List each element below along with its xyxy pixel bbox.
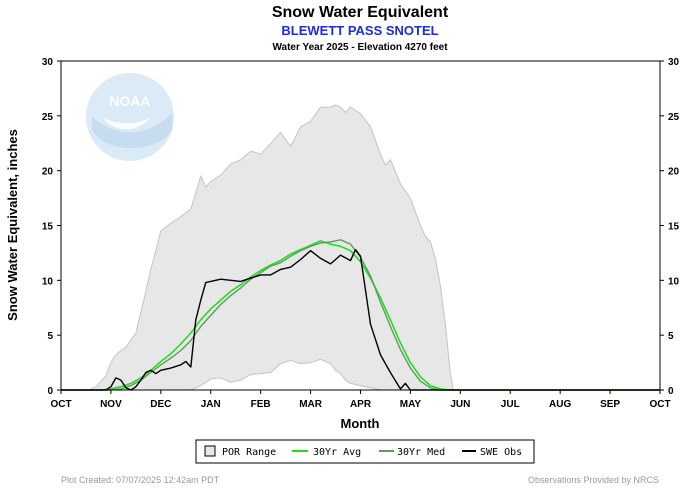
noaa-logo: NOAA <box>86 73 174 161</box>
noaa-logo-text: NOAA <box>109 93 150 109</box>
x-tick-label: DEC <box>150 399 171 410</box>
legend-label-por: POR Range <box>222 447 276 458</box>
y-tick-label-right: 10 <box>668 276 680 287</box>
y-tick-label-left: 25 <box>42 112 54 123</box>
y-tick-label-left: 5 <box>47 331 53 342</box>
series-line-30yr-avg <box>61 240 660 391</box>
y-tick-label-right: 25 <box>668 112 680 123</box>
chart-title: Snow Water Equivalent <box>272 4 449 21</box>
x-tick-label: MAR <box>299 399 323 410</box>
por-range-band <box>88 104 454 391</box>
y-tick-label-left: 20 <box>42 167 54 178</box>
x-tick-label: SEP <box>600 399 620 410</box>
y-axis-left: 0 5 10 15 20 25 30 <box>42 57 61 397</box>
x-tick-label: JAN <box>201 399 221 410</box>
y-tick-label-right: 5 <box>668 331 674 342</box>
y-tick-label-left: 15 <box>42 222 54 233</box>
x-tick-label: OCT <box>50 399 71 410</box>
chart-subtitle2: Water Year 2025 - Elevation 4270 feet <box>272 42 448 53</box>
footer-observations: Observations Provided by NRCS <box>528 475 659 485</box>
y-tick-label-right: 0 <box>668 386 674 397</box>
legend: POR Range 30Yr Avg 30Yr Med SWE Obs <box>195 439 535 464</box>
x-axis-label: Month <box>341 416 380 431</box>
y-axis-right: 0 5 10 15 20 25 30 <box>660 57 680 397</box>
series-line-swe-obs <box>61 248 660 391</box>
footer-plot-created: Plot Created: 07/07/2025 12:42am PDT <box>61 475 220 485</box>
legend-swatch-por <box>204 445 216 457</box>
series-lines-layer <box>61 239 660 391</box>
x-tick-label: AUG <box>549 399 571 410</box>
y-tick-label-right: 20 <box>668 167 680 178</box>
x-tick-label: APR <box>350 399 372 410</box>
x-tick-label: OCT <box>649 399 670 410</box>
legend-label-obs: SWE Obs <box>480 447 522 458</box>
y-tick-label-left: 10 <box>42 276 54 287</box>
legend-box <box>195 439 535 464</box>
noaa-logo-bird <box>102 118 150 130</box>
y-tick-label-right: 15 <box>668 222 680 233</box>
chart-subtitle: BLEWETT PASS SNOTEL <box>281 23 438 38</box>
noaa-logo-wave <box>92 112 172 149</box>
x-axis: OCT NOV DEC JAN FEB MAR APR MAY JUN JUL AUG SEP OCT <box>50 390 671 410</box>
y-tick-label-right: 30 <box>668 57 680 68</box>
x-tick-label: NOV <box>100 399 122 410</box>
x-tick-label: JUN <box>450 399 470 410</box>
y-tick-label-left: 30 <box>42 57 54 68</box>
legend-label-med: 30Yr Med <box>397 447 445 458</box>
y-axis-label: Snow Water Equivalent, inches <box>5 129 20 321</box>
y-tick-label-left: 0 <box>47 386 53 397</box>
por-range-layer <box>88 104 454 391</box>
legend-label-avg: 30Yr Avg <box>313 447 361 458</box>
x-tick-label: JUL <box>501 399 520 410</box>
x-tick-label: FEB <box>251 399 271 410</box>
x-tick-label: MAY <box>400 399 422 410</box>
